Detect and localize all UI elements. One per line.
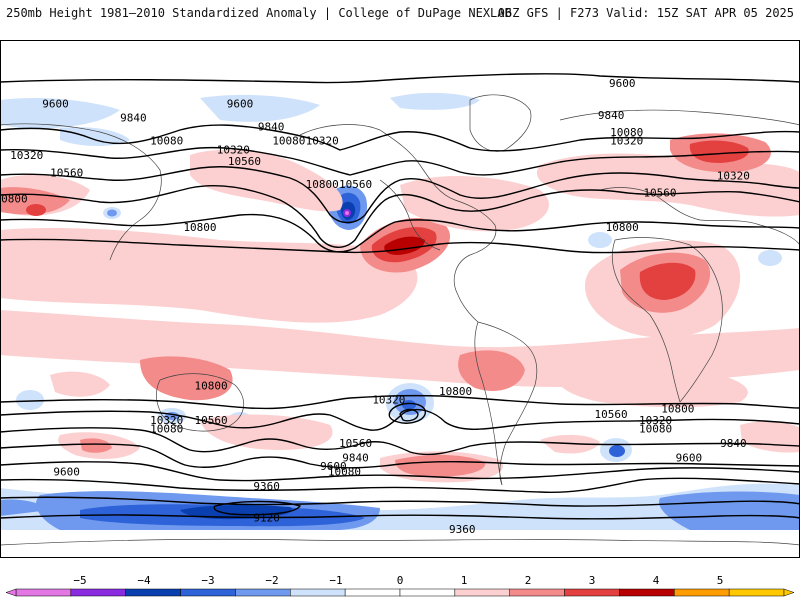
contour-label: 10320 xyxy=(372,394,405,407)
legend-color-bar xyxy=(5,588,795,597)
legend-tick: −1 xyxy=(329,574,342,587)
contour-label: 10560 xyxy=(228,155,261,168)
contour-label: 9120 xyxy=(253,512,280,525)
contour-label: 10800 xyxy=(606,221,639,234)
contour-label: 9600 xyxy=(53,466,80,479)
contour-label: 9840 xyxy=(598,109,625,122)
map-header: 250mb Height 1981–2010 Standardized Anom… xyxy=(0,0,800,40)
legend-swatch xyxy=(454,588,510,597)
contour-label: 10080 xyxy=(272,135,305,148)
contour-label: 9360 xyxy=(253,480,280,493)
legend-tick: 4 xyxy=(653,574,660,587)
legend-tick: −2 xyxy=(265,574,278,587)
legend-swatch xyxy=(290,588,346,597)
legend-tick: 2 xyxy=(525,574,532,587)
contour-label: 10320 xyxy=(150,414,183,427)
legend-tick: −5 xyxy=(73,574,86,587)
legend-swatch xyxy=(674,588,730,597)
contour-label: 10800 xyxy=(195,379,228,392)
legend-tick: 5 xyxy=(717,574,724,587)
contour-label: 9840 xyxy=(342,451,369,464)
contour-label: 9600 xyxy=(676,451,703,464)
legend-tick: 0 xyxy=(397,574,404,587)
contour-label: 10320 xyxy=(306,135,339,148)
legend-swatch xyxy=(15,588,72,597)
legend-swatch xyxy=(399,588,456,597)
contour-label: 10560 xyxy=(50,166,83,179)
contour-label: 10560 xyxy=(339,178,372,191)
legend-swatch xyxy=(619,588,675,597)
legend-swatch xyxy=(564,588,620,597)
legend-tick: −4 xyxy=(137,574,151,587)
contour-label: 10320 xyxy=(10,149,43,162)
legend-tick-labels: −5 −4 −3 −2 −1 0 1 2 3 4 5 xyxy=(73,574,723,587)
anomaly-legend: −5 −4 −3 −2 −1 0 1 2 3 4 5 xyxy=(0,565,800,600)
legend-swatch xyxy=(509,588,565,597)
contour-label: 10080 xyxy=(150,423,183,436)
contour-label: 9600 xyxy=(227,97,254,110)
legend-swatch xyxy=(70,588,126,597)
contour-label: 10800 xyxy=(183,221,216,234)
positive-anomaly-shading xyxy=(0,133,800,483)
height-contours xyxy=(0,73,800,520)
contour-label: 10080 xyxy=(639,423,672,436)
legend-tick: −3 xyxy=(201,574,214,587)
contour-label: 10560 xyxy=(339,437,372,450)
legend-swatch xyxy=(235,588,291,597)
contour-label: 9600 xyxy=(609,77,636,90)
legend-swatch xyxy=(125,588,181,597)
legend-tick: 1 xyxy=(461,574,468,587)
contour-label: 9600 xyxy=(320,460,347,473)
contour-label: 9840 xyxy=(120,112,147,125)
legend-min-arrow xyxy=(5,588,17,597)
contour-label: 10080 xyxy=(150,135,183,148)
contour-label: 10800 xyxy=(306,178,339,191)
contour-label: 10800 xyxy=(0,192,28,205)
contour-label: 10320 xyxy=(610,135,643,148)
contour-label: 10560 xyxy=(595,408,628,421)
model-run-info: 06Z GFS | F273 Valid: 15Z SAT APR 05 202… xyxy=(497,6,794,20)
legend-swatch xyxy=(728,588,785,597)
contour-label: 10800 xyxy=(661,402,694,415)
contour-label: 10080 xyxy=(328,466,361,479)
contour-label: 9840 xyxy=(258,120,285,133)
legend-tick: 3 xyxy=(589,574,596,587)
contour-label: 10320 xyxy=(717,169,750,182)
map-title: 250mb Height 1981–2010 Standardized Anom… xyxy=(6,6,512,20)
contour-label: 9360 xyxy=(449,523,476,536)
contour-label: 9600 xyxy=(42,97,69,110)
legend-swatch xyxy=(344,588,401,597)
anomaly-map[interactable]: 9600 9600 9600 9840 9840 9840 10080 10080 10080 1… xyxy=(0,40,800,558)
legend-max-arrow xyxy=(783,588,795,597)
contour-label: 10320 xyxy=(639,414,672,427)
contour-label: 10560 xyxy=(195,414,228,427)
contour-label: 10320 xyxy=(217,143,250,156)
contour-label: 10800 xyxy=(439,385,472,398)
contour-label: 9840 xyxy=(720,437,747,450)
contour-label: 10080 xyxy=(610,126,643,139)
contour-label: 10560 xyxy=(643,187,676,200)
legend-swatch xyxy=(180,588,236,597)
